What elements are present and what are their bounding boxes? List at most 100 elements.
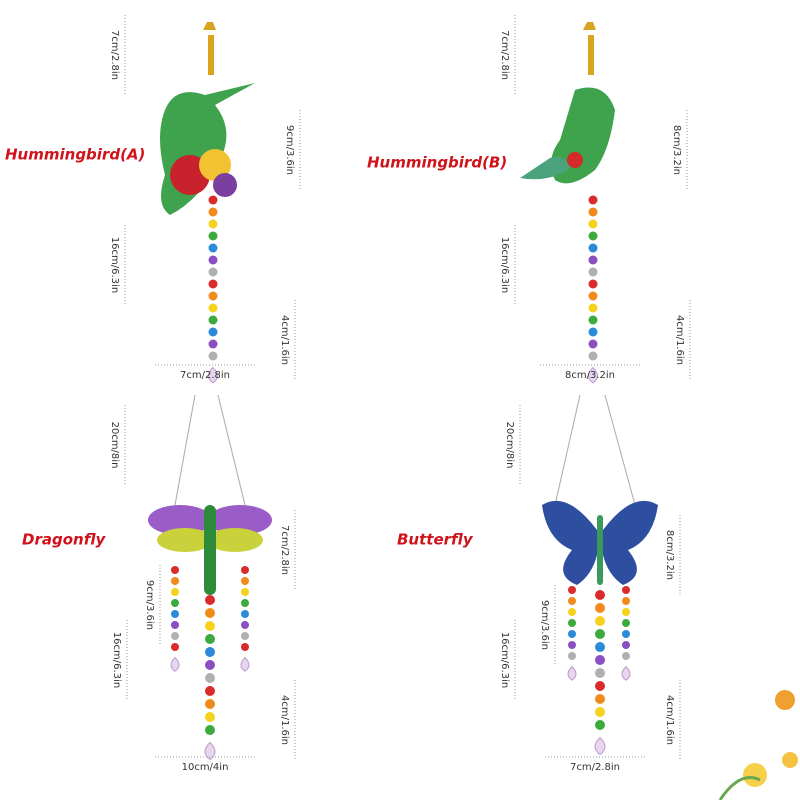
bead (205, 712, 215, 722)
bead (205, 699, 215, 709)
hummingbird-b (520, 22, 615, 184)
bead (568, 586, 576, 594)
bead (622, 608, 630, 616)
dimension-label: 7cm/2.8in (180, 370, 230, 381)
butterfly (542, 394, 658, 585)
bead (595, 694, 605, 704)
dimension-label: 9cm/3.6in (539, 600, 550, 650)
bead (208, 231, 218, 241)
bead (205, 595, 215, 605)
bead (208, 315, 218, 325)
bead (241, 599, 249, 607)
bead (588, 351, 598, 361)
dimension-label: 16cm/6.3in (109, 237, 120, 293)
crystal (208, 366, 218, 384)
bead (208, 339, 218, 349)
item-name: Dragonfly (22, 531, 106, 549)
bead (588, 267, 598, 277)
bead (241, 566, 249, 574)
bead (588, 195, 598, 205)
dimension-label: 9cm/3.6in (284, 125, 295, 175)
bead (588, 219, 598, 229)
bead (208, 207, 218, 217)
bead (588, 231, 598, 241)
dimension-label: 7cm/2.8in (570, 762, 620, 773)
bead (622, 586, 630, 594)
bead (171, 588, 179, 596)
bead (622, 597, 630, 605)
bead (595, 681, 605, 691)
dimension-label: 7cm/2.8in (109, 30, 120, 80)
dimension-label: 20cm/8in (504, 422, 515, 469)
bead (568, 652, 576, 660)
bead (568, 608, 576, 616)
flower-decoration (718, 690, 798, 800)
dimension-label: 4cm/1.6in (279, 315, 290, 365)
bead (622, 641, 630, 649)
hummingbird-a (160, 22, 255, 215)
dimension-label: 7cm/2.8in (499, 30, 510, 80)
dragonfly (148, 394, 272, 595)
bead (622, 630, 630, 638)
bead (205, 686, 215, 696)
bead (588, 243, 598, 253)
dimension-label: 16cm/6.3in (499, 632, 510, 688)
dimension-label: 16cm/6.3in (111, 632, 122, 688)
bead (588, 207, 598, 217)
bead (595, 603, 605, 613)
bead (171, 599, 179, 607)
dimension-label: 8cm/3.2in (664, 530, 675, 580)
bead (208, 219, 218, 229)
crystal (621, 665, 631, 681)
bead (208, 279, 218, 289)
crystal (567, 665, 577, 681)
crystal (170, 656, 180, 672)
bead (208, 267, 218, 277)
bead (588, 291, 598, 301)
dimension-label: 4cm/1.6in (279, 695, 290, 745)
bead (171, 577, 179, 585)
bead (568, 597, 576, 605)
dimension-label: 10cm/4in (182, 762, 229, 773)
crystal (240, 656, 250, 672)
bead (241, 610, 249, 618)
bead (205, 621, 215, 631)
dimension-label: 8cm/3.2in (671, 125, 682, 175)
bead (241, 621, 249, 629)
bead (205, 647, 215, 657)
bead (171, 566, 179, 574)
item-name: Hummingbird(A) (5, 146, 145, 164)
dimension-label: 4cm/1.6in (664, 695, 675, 745)
bead (588, 255, 598, 265)
bead (241, 643, 249, 651)
bead (568, 630, 576, 638)
bead (205, 608, 215, 618)
bead (205, 673, 215, 683)
bead (208, 255, 218, 265)
bead (241, 588, 249, 596)
dimension-label: 20cm/8in (109, 422, 120, 469)
bead (595, 720, 605, 730)
bead (588, 327, 598, 337)
dimension-label: 4cm/1.6in (674, 315, 685, 365)
bead (588, 303, 598, 313)
bead (622, 619, 630, 627)
dimension-label: 9cm/3.6in (144, 580, 155, 630)
bead (241, 632, 249, 640)
bead (171, 632, 179, 640)
bead (205, 634, 215, 644)
bead (588, 339, 598, 349)
bead (171, 621, 179, 629)
bead (595, 668, 605, 678)
bead (208, 243, 218, 253)
crystal (204, 741, 216, 761)
bead (595, 629, 605, 639)
bead (208, 327, 218, 337)
bead (171, 643, 179, 651)
bead (588, 279, 598, 289)
item-name: Hummingbird(B) (367, 154, 507, 172)
bead (241, 577, 249, 585)
bead (595, 590, 605, 600)
bead (208, 351, 218, 361)
